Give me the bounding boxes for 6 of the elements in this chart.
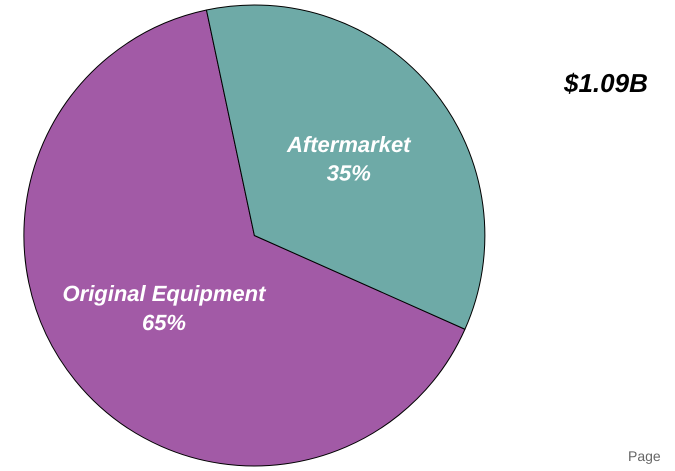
slice-label: Aftermarket: [286, 132, 412, 157]
data-label: 35%: [326, 160, 371, 186]
text: $1.09B: [563, 68, 648, 98]
text: Page: [628, 448, 661, 464]
data-label: 65%: [142, 310, 186, 335]
slice-label: Original Equipment: [62, 281, 268, 306]
